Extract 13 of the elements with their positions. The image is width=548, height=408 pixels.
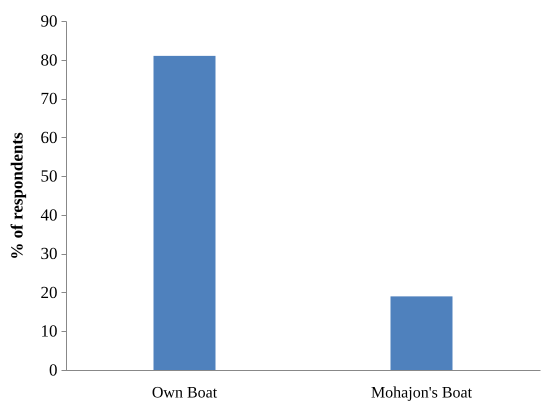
x-tick-label: Own Boat xyxy=(152,384,218,402)
y-tick-label: 60 xyxy=(40,128,58,147)
y-tick-label: 50 xyxy=(40,166,58,186)
x-tick-label: Mohajon's Boat xyxy=(370,384,473,402)
y-tick-label: 0 xyxy=(49,360,58,380)
y-tick-label: 20 xyxy=(40,282,58,302)
y-tick-label: 40 xyxy=(40,205,58,224)
y-tick-label: 70 xyxy=(40,89,58,108)
y-axis-title: % of respondents xyxy=(8,132,26,260)
y-tick-label: 10 xyxy=(40,322,58,341)
y-tick-label: 80 xyxy=(40,50,58,70)
y-tick-label: 30 xyxy=(40,244,58,264)
y-tick-label: 90 xyxy=(40,12,58,30)
